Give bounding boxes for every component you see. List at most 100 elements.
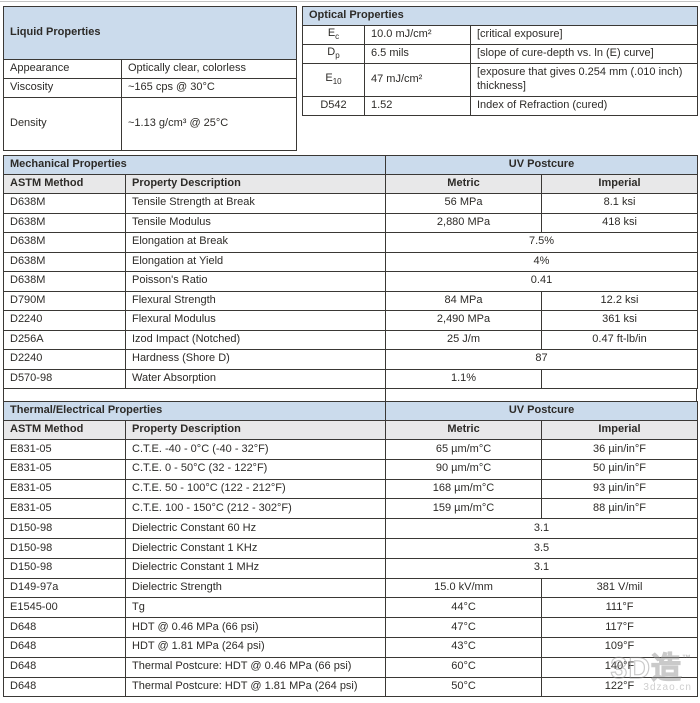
mechanical-properties-title: Mechanical Properties bbox=[3, 155, 386, 175]
column-header-astm-method: ASTM Method bbox=[3, 174, 126, 194]
table-header-row: Optical Properties bbox=[302, 6, 698, 26]
optical-value: 1.52 bbox=[364, 96, 471, 116]
astm-method-cell: D150-98 bbox=[3, 557, 126, 579]
astm-method-cell: E831-05 bbox=[3, 439, 126, 460]
metric-value-cell: 50°C bbox=[385, 676, 543, 698]
optical-properties-table: Optical Properties Ec 10.0 mJ/cm² [critica… bbox=[302, 6, 698, 116]
uv-postcure-header: UV Postcure bbox=[385, 401, 699, 421]
astm-method-cell: D2240 bbox=[3, 310, 126, 331]
table-row: D638M Tensile Modulus 2,880 MPa 418 ksi bbox=[3, 212, 699, 233]
optical-properties-title: Optical Properties bbox=[302, 6, 698, 26]
property-description-cell: Water Absorption bbox=[125, 368, 386, 389]
imperial-value-cell: 0.47 ft-lb/in bbox=[540, 329, 699, 350]
property-description-cell: C.T.E. 50 - 100°C (122 - 212°F) bbox=[124, 478, 387, 500]
astm-method-cell: D638M bbox=[3, 251, 126, 272]
imperial-value-cell: 381 V/mil bbox=[541, 577, 699, 599]
imperial-value-cell: 122°F bbox=[541, 676, 699, 698]
imperial-value-cell: 88 µin/in°F bbox=[541, 498, 699, 520]
table-header-row: Mechanical Properties UV Postcure bbox=[3, 155, 699, 175]
astm-method-cell: D638M bbox=[3, 212, 126, 233]
table-row: D150-98 Dielectric Constant 1 KHz 3.5 bbox=[3, 537, 699, 559]
property-description-cell: Poisson's Ratio bbox=[125, 271, 386, 292]
property-value: ~165 cps @ 30°C bbox=[121, 78, 297, 98]
table-spacer-row bbox=[3, 389, 697, 401]
thermal-electrical-properties-table: Thermal/Electrical Properties UV Postcur… bbox=[2, 401, 699, 698]
metric-value-cell: 84 MPa bbox=[385, 290, 542, 311]
property-description-cell: Dielectric Constant 1 MHz bbox=[124, 557, 387, 579]
property-label: Appearance bbox=[3, 59, 122, 79]
table-row: Density ~1.13 g/cm³ @ 25°C bbox=[3, 97, 297, 151]
table-row: E831-05 C.T.E. 0 - 50°C (32 - 122°F) 90 µm… bbox=[3, 458, 699, 480]
table-row: D638M Elongation at Break 7.5% bbox=[3, 232, 699, 253]
optical-description: [critical exposure] bbox=[470, 25, 698, 45]
table-row: D790M Flexural Strength 84 MPa 12.2 ksi bbox=[3, 290, 699, 311]
column-header-imperial: Imperial bbox=[541, 420, 699, 440]
combined-value-cell: 3.1 bbox=[385, 518, 699, 539]
column-header-imperial: Imperial bbox=[540, 174, 699, 194]
property-description-cell: Tensile Strength at Break bbox=[125, 193, 386, 214]
property-label: Density bbox=[3, 97, 122, 151]
property-description-cell: C.T.E. 100 - 150°C (212 - 302°F) bbox=[124, 498, 387, 520]
column-header-property-description: Property Description bbox=[124, 420, 387, 440]
table-row: Ec 10.0 mJ/cm² [critical exposure] bbox=[302, 25, 698, 45]
property-description-cell: Tg bbox=[124, 597, 387, 619]
metric-value-cell: 65 µm/m°C bbox=[385, 439, 543, 460]
astm-method-cell: D638M bbox=[3, 232, 126, 253]
metric-value-cell: 44°C bbox=[385, 597, 543, 619]
table-row: D150-98 Dielectric Constant 1 MHz 3.1 bbox=[3, 557, 699, 579]
astm-method-cell: D256A bbox=[3, 329, 126, 350]
metric-value-cell: 168 µm/m°C bbox=[385, 478, 543, 500]
column-header-astm-method: ASTM Method bbox=[3, 420, 126, 440]
astm-method-cell: D648 bbox=[3, 636, 126, 658]
combined-value-cell: 87 bbox=[384, 349, 699, 370]
table-row: D648 HDT @ 1.81 MPa (264 psi) 43°C 109°F bbox=[3, 636, 699, 658]
combined-value-cell: 4% bbox=[384, 251, 699, 272]
liquid-properties-table: Liquid Properties Appearance Optically cl… bbox=[3, 6, 297, 151]
table-row: D648 Thermal Postcure: HDT @ 1.81 MPa (26… bbox=[3, 676, 699, 698]
property-description-cell: Thermal Postcure: HDT @ 1.81 MPa (264 ps… bbox=[124, 676, 387, 698]
property-description-cell: Elongation at Break bbox=[125, 232, 386, 253]
optical-symbol: D542 bbox=[302, 96, 365, 116]
imperial-value-cell bbox=[540, 368, 699, 389]
column-header-metric: Metric bbox=[385, 174, 542, 194]
optical-description: [exposure that gives 0.254 mm (.010 inch… bbox=[470, 63, 698, 97]
property-description-cell: C.T.E. -40 - 0°C (-40 - 32°F) bbox=[124, 439, 387, 460]
table-row: E1545-00 Tg 44°C 111°F bbox=[3, 597, 699, 619]
optical-description: Index of Refraction (cured) bbox=[470, 96, 698, 116]
astm-method-cell: D149-97a bbox=[3, 577, 126, 599]
imperial-value-cell: 418 ksi bbox=[540, 212, 699, 233]
table-row: D638M Poisson's Ratio 0.41 bbox=[3, 271, 699, 292]
metric-value-cell: 2,880 MPa bbox=[385, 212, 542, 233]
combined-value-cell: 7.5% bbox=[384, 232, 699, 253]
imperial-value-cell: 8.1 ksi bbox=[540, 193, 699, 214]
metric-value-cell: 47°C bbox=[385, 617, 543, 638]
property-description-cell: Flexural Modulus bbox=[125, 310, 386, 331]
table-row: D2240 Hardness (Shore D) 87 bbox=[3, 349, 699, 370]
property-description-cell: Dielectric Constant 60 Hz bbox=[124, 518, 387, 539]
astm-method-cell: D2240 bbox=[3, 349, 126, 370]
table-row: E10 47 mJ/cm² [exposure that gives 0.254 m… bbox=[302, 63, 698, 97]
metric-value-cell: 15.0 kV/mm bbox=[385, 577, 543, 599]
imperial-value-cell: 50 µin/in°F bbox=[541, 458, 699, 480]
astm-method-cell: D570-98 bbox=[3, 368, 126, 389]
metric-value-cell: 43°C bbox=[385, 636, 543, 658]
table-row: D638M Elongation at Yield 4% bbox=[3, 251, 699, 272]
table-row: D638M Tensile Strength at Break 56 MPa 8.1 … bbox=[3, 193, 699, 214]
metric-value-cell: 159 µm/m°C bbox=[385, 498, 543, 520]
optical-value: 6.5 mils bbox=[364, 44, 471, 64]
optical-description: [slope of cure-depth vs. ln (E) curve] bbox=[470, 44, 698, 64]
property-value: ~1.13 g/cm³ @ 25°C bbox=[121, 97, 297, 151]
table-row: D570-98 Water Absorption 1.1% bbox=[3, 368, 699, 389]
imperial-value-cell: 111°F bbox=[541, 597, 699, 619]
astm-method-cell: D790M bbox=[3, 290, 126, 311]
imperial-value-cell: 93 µin/in°F bbox=[541, 478, 699, 500]
combined-value-cell: 3.5 bbox=[385, 537, 699, 559]
table-row: D648 Thermal Postcure: HDT @ 0.46 MPa (66… bbox=[3, 656, 699, 678]
property-description-cell: HDT @ 1.81 MPa (264 psi) bbox=[124, 636, 387, 658]
optical-value: 10.0 mJ/cm² bbox=[364, 25, 471, 45]
astm-method-cell: E831-05 bbox=[3, 478, 126, 500]
combined-value-cell: 3.1 bbox=[385, 557, 699, 579]
table-row: E831-05 C.T.E. 50 - 100°C (122 - 212°F) 16… bbox=[3, 478, 699, 500]
astm-method-cell: D150-98 bbox=[3, 537, 126, 559]
